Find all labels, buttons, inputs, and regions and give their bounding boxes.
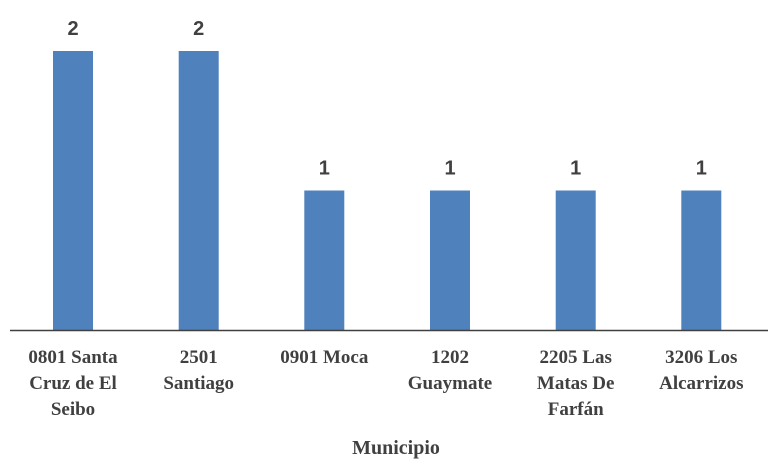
x-tick-label: 2501 Santiago xyxy=(163,347,234,394)
x-tick-label-line: Guaymate xyxy=(408,373,492,394)
bars-group xyxy=(53,51,722,330)
x-tick-label: 1202 Guaymate xyxy=(408,347,492,394)
x-tick-label-line: Farfán xyxy=(548,399,604,420)
x-tick-label: 2205 Las Matas De Farfán xyxy=(537,347,615,420)
data-label: 2 xyxy=(67,18,78,40)
bar xyxy=(304,190,345,330)
x-tick-label-line: 1202 xyxy=(431,347,469,368)
x-tick-label-line: 2205 Las xyxy=(540,347,612,368)
x-tick-label-line: Matas De xyxy=(537,373,615,394)
data-labels-group: 2 2 1 1 1 1 xyxy=(67,18,706,180)
x-tick-label-line: Santiago xyxy=(163,373,234,394)
x-tick-label: 0901 Moca xyxy=(280,347,369,368)
data-label: 1 xyxy=(570,158,581,180)
x-tick-label-line: 2501 xyxy=(180,347,218,368)
x-tick-label-line: 3206 Los xyxy=(665,347,737,368)
bar xyxy=(681,190,722,330)
data-label: 1 xyxy=(319,158,330,180)
x-tick-label: 0801 Santa Cruz de El Seibo xyxy=(28,347,118,420)
x-tick-label-line: Seibo xyxy=(51,399,95,420)
data-label: 1 xyxy=(696,158,707,180)
x-axis-title: Municipio xyxy=(352,437,440,459)
x-tick-label-line: 0901 Moca xyxy=(280,347,369,368)
x-tick-label-line: 0801 Santa xyxy=(28,347,118,368)
bar xyxy=(430,190,470,330)
x-tick-label-line: Alcarrizos xyxy=(659,373,743,394)
x-tick-labels-group: 0801 Santa Cruz de El Seibo 2501 Santiago 090… xyxy=(28,347,743,420)
data-label: 1 xyxy=(444,158,455,180)
bar xyxy=(178,51,219,330)
data-label: 2 xyxy=(193,18,204,40)
x-tick-label: 3206 Los Alcarrizos xyxy=(659,347,743,394)
bar xyxy=(555,190,596,330)
x-tick-label-line: Cruz de El xyxy=(29,373,117,394)
bar xyxy=(53,51,93,330)
